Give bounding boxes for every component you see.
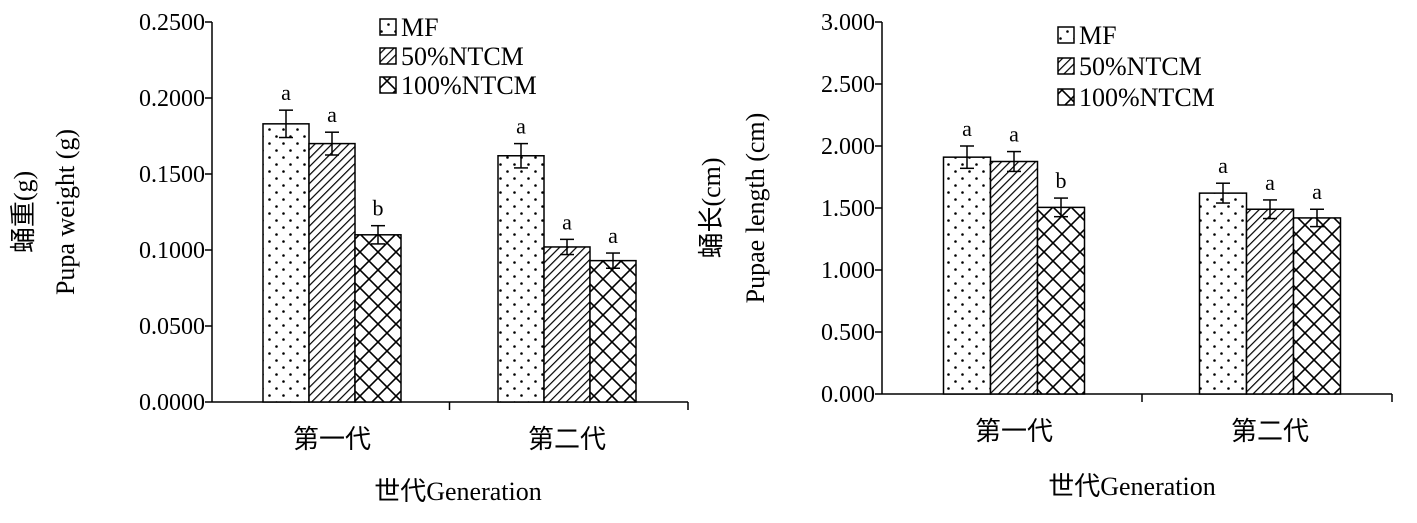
significance-letter: a [962, 116, 972, 141]
significance-letter: a [1218, 153, 1228, 178]
x-axis-title: 世代Generation [1048, 472, 1216, 501]
bar-50-ntcm [543, 246, 591, 403]
bar-100-ntcm [1292, 217, 1342, 395]
legend-swatch-100-ntcm [1057, 88, 1075, 106]
pupa-length-chart: 0.000 0.500 1.000 1.500 2.000 2.500 3.000 a a a a b… [697, 10, 1393, 501]
significance-letter: b [1056, 168, 1067, 193]
legend-label-mf: MF [401, 13, 439, 42]
legend-swatch-mf [379, 18, 397, 36]
bar-50-ntcm [1245, 208, 1295, 395]
legend-label-mf: MF [1079, 21, 1117, 50]
legend-label-50-ntcm: 50%NTCM [1079, 52, 1202, 81]
y-tick-label: 1.500 [821, 196, 875, 222]
x-category-label: 第一代 [975, 417, 1053, 446]
y-axis-title-cn: 蛹长(cm) [697, 157, 726, 258]
significance-letter: a [562, 209, 572, 234]
significance-letter: b [373, 196, 384, 221]
bar-100-ntcm [354, 234, 402, 403]
legend-label-100-ntcm: 100%NTCM [1079, 83, 1215, 112]
legend-label-50-ntcm: 50%NTCM [401, 42, 524, 71]
x-category-label: 第二代 [528, 425, 606, 454]
y-axis-title-cn: 蛹重(g) [9, 171, 38, 253]
legend-swatch-50-ntcm [379, 47, 397, 65]
y-tick-label: 0.1500 [139, 162, 205, 188]
x-category-label: 第二代 [1231, 417, 1309, 446]
significance-letter: a [1265, 170, 1275, 195]
y-tick-label: 0.2000 [139, 86, 205, 112]
significance-letter: a [281, 80, 291, 105]
bar-mf [942, 156, 992, 395]
bar-100-ntcm [1036, 206, 1086, 395]
significance-letter: a [1312, 179, 1322, 204]
legend-swatch-50-ntcm [1057, 57, 1075, 75]
bar-50-ntcm [989, 160, 1039, 395]
bar-mf [497, 155, 545, 403]
bar-mf [1198, 192, 1248, 395]
y-tick-label: 0.0500 [139, 314, 205, 340]
bar-100-ntcm [589, 259, 637, 403]
significance-letter: a [1009, 122, 1019, 147]
significance-letter: a [608, 223, 618, 248]
significance-letter: a [516, 114, 526, 139]
significance-letter: a [327, 102, 337, 127]
bar-mf [262, 123, 310, 403]
bar-50-ntcm [308, 142, 356, 403]
y-tick-label: 0.500 [821, 320, 875, 346]
legend-label-100-ntcm: 100%NTCM [401, 71, 537, 100]
y-tick-label: 2.000 [821, 134, 875, 160]
y-axis-title-en: Pupae length (cm) [741, 113, 770, 304]
pupa-weight-chart: 0.0000 0.0500 0.1000 0.1500 0.2000 0.2500 a a a a… [9, 10, 689, 506]
x-axis-title: 世代Generation [374, 477, 542, 506]
y-tick-label: 3.000 [821, 10, 875, 36]
y-axis-title-en: Pupa weight (g) [51, 129, 80, 295]
legend-swatch-100-ntcm [379, 76, 397, 94]
x-category-label: 第一代 [293, 425, 371, 454]
y-tick-label: 0.1000 [139, 238, 205, 264]
y-tick-label: 1.000 [821, 258, 875, 284]
legend-swatch-mf [1057, 26, 1075, 44]
y-tick-label: 0.0000 [139, 390, 205, 416]
y-tick-label: 0.2500 [139, 10, 205, 36]
y-tick-label: 0.000 [821, 382, 875, 408]
y-tick-label: 2.500 [821, 72, 875, 98]
